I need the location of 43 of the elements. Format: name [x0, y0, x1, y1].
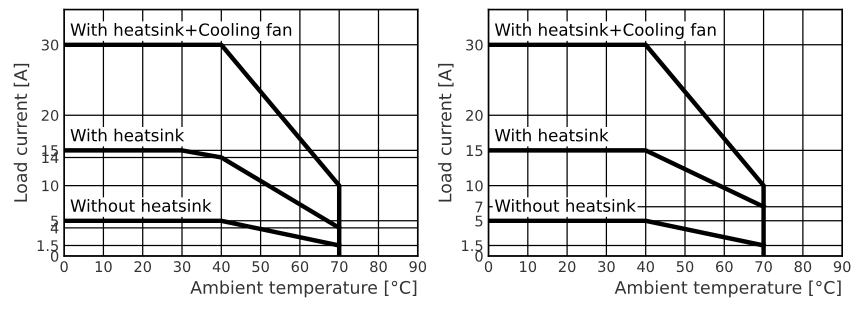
y-tick-label: 10 [42, 180, 58, 192]
y-tick-label: 1.5 [38, 240, 58, 252]
x-tick-label: 0 [60, 261, 68, 272]
series-label: With heatsink+Cooling fan [70, 23, 292, 40]
x-tick-label: 30 [174, 261, 190, 272]
x-tick-label: 70 [331, 261, 348, 272]
y-tick-label: 30 [466, 40, 483, 51]
x-axis-title: Ambient temperature [°C] [614, 280, 841, 298]
x-tick-label: 80 [370, 261, 387, 272]
x-tick-label: 20 [134, 261, 152, 272]
x-tick-label: 50 [676, 261, 694, 272]
x-tick-label: 80 [794, 261, 812, 272]
y-tick-label: 20 [466, 110, 483, 121]
y-axis-title: Load current [A] [14, 64, 30, 202]
x-tick-label: 40 [212, 261, 230, 272]
y-axis-title: Load current [A] [438, 64, 454, 202]
y-tick-label: 20 [42, 110, 58, 121]
x-tick-label: 70 [756, 261, 772, 272]
y-tick-label: 7 [476, 202, 482, 212]
x-tick-label: 60 [292, 261, 308, 272]
x-tick-label: 0 [484, 261, 492, 272]
y-tick-label: 1.5 [462, 240, 482, 252]
x-tick-label: 20 [558, 261, 576, 272]
y-tick-label: 5 [476, 216, 482, 227]
y-tick-label: 10 [466, 180, 483, 192]
x-tick-label: 50 [252, 261, 269, 272]
series-label: With heatsink+Cooling fan [494, 23, 716, 40]
series-label: With heatsink [70, 128, 184, 142]
series-label: Without heatsink [494, 199, 636, 212]
x-axis-title: Ambient temperature [°C] [190, 280, 416, 298]
x-tick-label: 10 [520, 261, 536, 272]
y-tick-label: 0 [475, 250, 483, 262]
y-tick-label: 30 [42, 40, 58, 51]
x-tick-label: 90 [834, 261, 850, 272]
series-label: With heatsink [494, 128, 609, 142]
x-tick-label: 90 [409, 261, 426, 272]
x-tick-label: 40 [637, 261, 654, 272]
x-tick-label: 60 [716, 261, 733, 272]
y-tick-label: 0 [50, 250, 58, 262]
x-tick-label: 10 [96, 261, 112, 272]
y-tick-label: 15 [466, 145, 482, 156]
series-label: Without heatsink [70, 199, 212, 212]
x-tick-label: 30 [598, 261, 615, 272]
